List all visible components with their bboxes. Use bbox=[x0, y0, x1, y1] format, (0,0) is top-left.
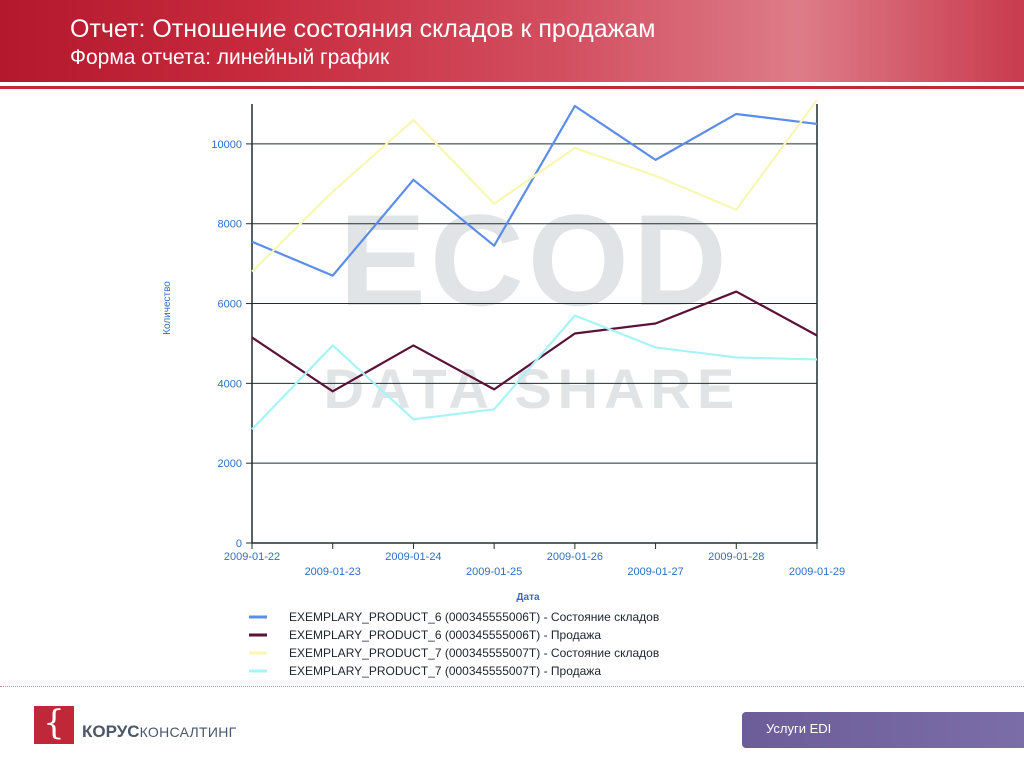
x-tick-label: 2009-01-27 bbox=[627, 566, 683, 578]
legend-label: EXEMPLARY_PRODUCT_7 (000345555007T) - Пр… bbox=[289, 664, 601, 678]
edi-services-badge: Услуги EDI bbox=[742, 712, 1024, 748]
y-tick-label: 4000 bbox=[218, 378, 242, 390]
y-tick-label: 10000 bbox=[211, 139, 242, 151]
header-divider bbox=[0, 86, 1024, 89]
header-banner: Отчет: Отношение состояния складов к про… bbox=[0, 0, 1024, 82]
logo-brace-icon: { bbox=[43, 703, 65, 743]
x-tick-label: 2009-01-25 bbox=[466, 566, 522, 578]
x-tick-label: 2009-01-26 bbox=[547, 551, 603, 563]
company-name: КОРУСКОНСАЛТИНГ bbox=[82, 722, 237, 742]
legend-label: EXEMPLARY_PRODUCT_6 (000345555006T) - Пр… bbox=[289, 628, 601, 642]
footer-divider bbox=[0, 686, 1024, 687]
company-name-bold: КОРУС bbox=[82, 722, 140, 741]
page-subtitle: Форма отчета: линейный график bbox=[70, 46, 390, 69]
edi-services-label: Услуги EDI bbox=[766, 721, 832, 736]
legend-label: EXEMPLARY_PRODUCT_6 (000345555006T) - Со… bbox=[289, 610, 659, 624]
company-name-light: КОНСАЛТИНГ bbox=[139, 724, 237, 740]
watermark: ECOD DATA SHARE bbox=[324, 187, 735, 420]
x-tick-label: 2009-01-29 bbox=[789, 566, 845, 578]
series-line bbox=[251, 99, 818, 273]
x-tick-label: 2009-01-28 bbox=[708, 551, 764, 563]
y-tick-label: 8000 bbox=[218, 219, 242, 231]
axes: 0 2000 4000 6000 8000 10000 2009-01-22 2009-01-… bbox=[211, 104, 845, 578]
y-tick-label: 6000 bbox=[218, 299, 242, 311]
line-chart: ECOD DATA SHARE 0 2000 4000 6000 8000 10000 20… bbox=[162, 99, 845, 678]
y-tick-label: 2000 bbox=[218, 458, 242, 470]
series-line bbox=[251, 314, 818, 431]
legend: EXEMPLARY_PRODUCT_6 (000345555006T) - Со… bbox=[249, 610, 659, 678]
grid bbox=[252, 143, 817, 464]
page-title: Отчет: Отношение состояния складов к про… bbox=[70, 15, 656, 43]
x-tick-label: 2009-01-23 bbox=[305, 566, 361, 578]
x-tick-label: 2009-01-22 bbox=[224, 551, 280, 563]
y-axis-label: Количество bbox=[162, 281, 173, 335]
y-tick-label: 0 bbox=[236, 538, 242, 550]
watermark-line1: ECOD bbox=[339, 187, 731, 333]
company-logo: { bbox=[34, 703, 74, 744]
legend-label: EXEMPLARY_PRODUCT_7 (000345555007T) - Со… bbox=[289, 646, 659, 660]
series-lines bbox=[251, 99, 818, 431]
x-tick-label: 2009-01-24 bbox=[385, 551, 441, 563]
x-axis-label: Дата bbox=[516, 592, 540, 603]
